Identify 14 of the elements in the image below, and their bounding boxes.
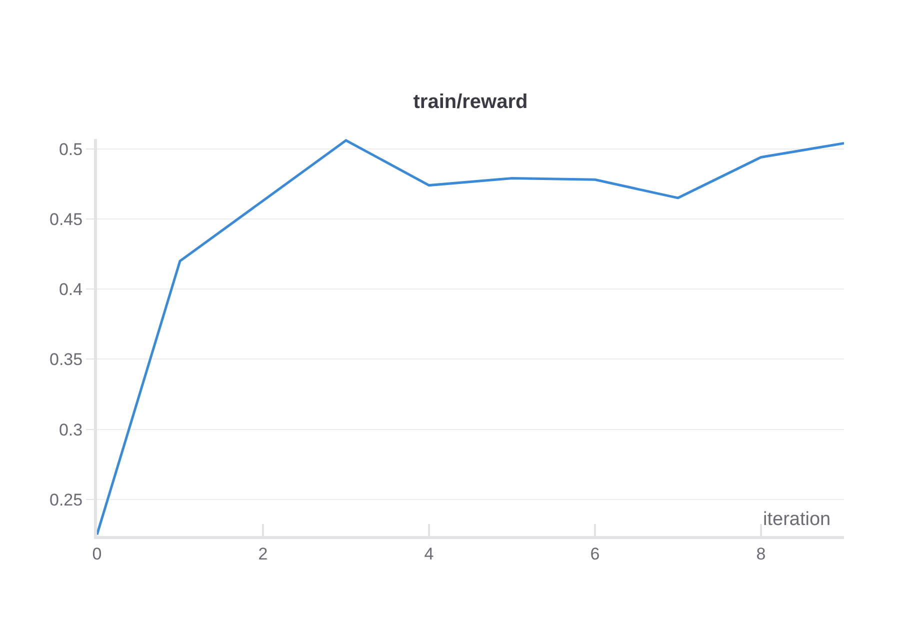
x-tick-label: 8: [756, 544, 766, 564]
y-tick-label: 0.5: [58, 140, 83, 159]
x-axis-title: iteration: [763, 509, 831, 530]
x-tick-label: 0: [92, 544, 102, 564]
x-tick-label: 2: [258, 544, 268, 564]
x-tick-label: 4: [424, 544, 434, 564]
y-tick-label: 0.45: [50, 210, 83, 229]
line-series: [97, 139, 844, 536]
y-tick-label: 0.25: [50, 490, 83, 510]
y-tick-label: 0.4: [58, 280, 83, 300]
chart-title: train/reward: [413, 91, 528, 113]
y-tick-label: 0.35: [50, 350, 83, 370]
x-tick-label: 6: [590, 544, 600, 564]
y-tick-label: 0.3: [58, 420, 83, 440]
